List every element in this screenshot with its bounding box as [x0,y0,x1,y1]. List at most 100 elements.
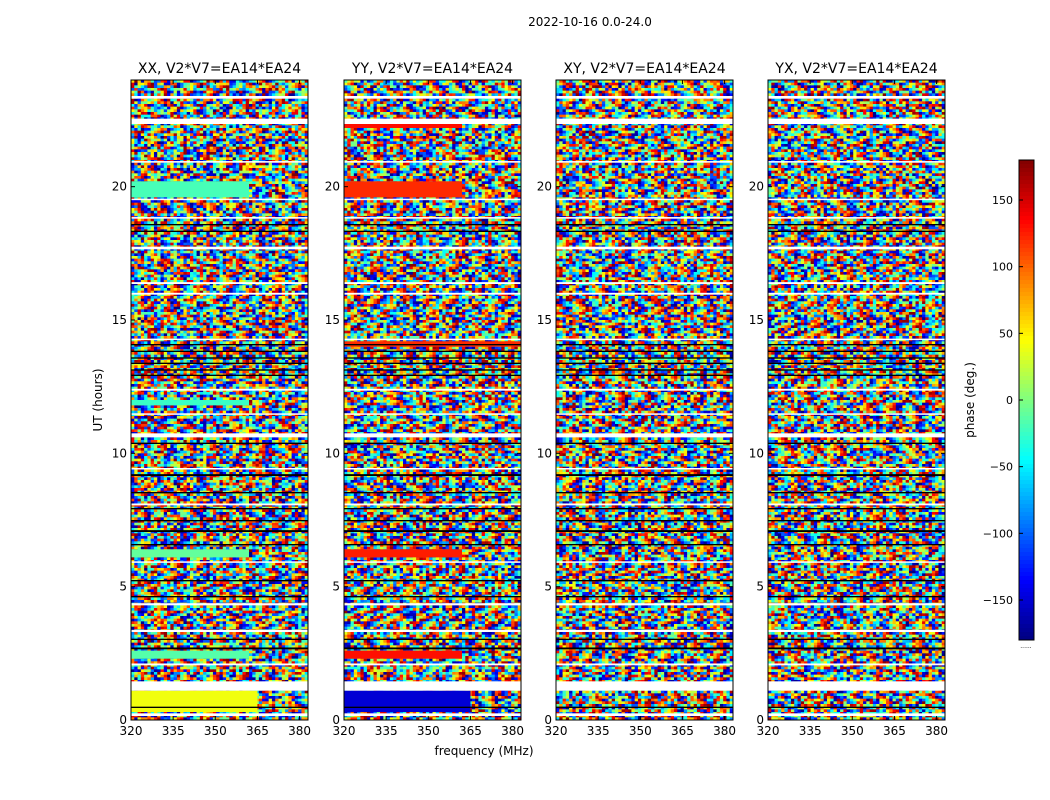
colorbar-segment [1019,276,1034,281]
x-tick-label: 335 [587,724,610,738]
colorbar-segment [1019,488,1034,493]
flagged-gap [768,663,945,666]
flagged-row [344,706,521,708]
flagged-gap [556,663,733,666]
colorbar-segment [1019,248,1034,253]
flagged-row [344,508,521,510]
phase-band [344,181,462,198]
flagged-gap [556,246,733,250]
panel-title: YX, V2*V7=EA14*EA24 [774,61,937,77]
flagged-row [556,357,733,359]
x-tick-label: 350 [417,724,440,738]
y-tick-label: 5 [332,580,340,594]
panel-frame [767,79,946,721]
colorbar-segment [1019,348,1034,353]
colorbar-segment [1019,480,1034,485]
colorbar-segment [1019,188,1034,193]
flagged-row [131,706,308,708]
flagged-gap [556,118,733,124]
x-tick-label: 320 [545,724,568,738]
colorbar-segment [1019,396,1034,401]
flagged-gap [131,503,308,506]
flagged-gap [131,282,308,284]
flagged-gap [556,629,733,632]
flagged-gap [556,713,733,716]
flagged-gap [131,338,308,341]
flagged-gap [344,96,521,99]
colorbar-tick-label: −100 [983,527,1013,540]
flagged-row [131,492,308,494]
flagged-row [556,474,733,476]
colorbar-segment [1019,636,1034,641]
flagged-row [344,344,521,346]
flagged-gap [131,713,308,716]
phase-heatmap [344,80,522,721]
colorbar-segment [1019,380,1034,385]
flagged-gap [344,713,521,716]
x-tick-label: 380 [501,724,524,738]
colorbar-segment [1019,516,1034,521]
colorbar-segment [1019,316,1034,321]
colorbar-segment [1019,208,1034,213]
colorbar-segment [1019,260,1034,265]
colorbar-segment [1019,264,1034,269]
flagged-row [768,508,945,510]
y-tick-label: 15 [325,313,340,327]
colorbar-segment [1019,392,1034,397]
flagged-row [768,374,945,376]
flagged-gap [768,338,945,341]
flagged-row [556,374,733,376]
flagged-row [556,647,733,650]
flagged-row [768,344,945,346]
colorbar-segment [1019,420,1034,425]
flagged-gap [344,413,521,415]
phase-band [344,549,462,558]
colorbar-segment [1019,628,1034,633]
colorbar-segment [1019,532,1034,537]
flagged-row [556,442,733,444]
x-tick-label: 350 [204,724,227,738]
colorbar-segment [1019,568,1034,573]
colorbar-segment [1019,160,1034,165]
flagged-row [344,596,521,598]
colorbar-tick-label: −50 [990,461,1013,474]
colorbar-segment [1019,256,1034,261]
flagged-gap [556,282,733,284]
flagged-gap [344,246,521,250]
flagged-row [768,520,945,522]
flagged-row [768,369,945,371]
flagged-row [768,350,945,352]
x-tick-label: 365 [883,724,906,738]
flagged-gap [344,388,521,391]
colorbar-tick-label: 150 [992,194,1013,207]
flagged-row [768,596,945,598]
colorbar: −150 −100 −50 0 50 100 150 [983,159,1035,641]
colorbar-segment [1019,324,1034,329]
flagged-row [344,530,521,532]
flagged-row [131,362,308,364]
flagged-gap [344,433,521,438]
colorbar-segment [1019,592,1034,597]
colorbar-segment [1019,500,1034,505]
flagged-row [131,474,308,476]
x-tick-label: 335 [799,724,822,738]
colorbar-segment [1019,496,1034,501]
flagged-gap [344,629,521,632]
colorbar-segment [1019,416,1034,421]
y-tick-label: 5 [756,580,764,594]
flagged-gap [556,468,733,470]
flagged-gap [344,468,521,470]
colorbar-segment [1019,576,1034,581]
flagged-gap [556,388,733,391]
phase-band [131,650,249,659]
colorbar-segment [1019,272,1034,277]
flagged-row [556,230,733,232]
flagged-gap [768,161,945,163]
colorbar-segment [1019,444,1034,449]
y-tick-label: 0 [544,713,552,727]
panel-frame [343,79,522,721]
flagged-row [768,530,945,532]
flagged-row [768,357,945,359]
x-tick-label: 380 [925,724,948,738]
colorbar-segment [1019,544,1034,549]
